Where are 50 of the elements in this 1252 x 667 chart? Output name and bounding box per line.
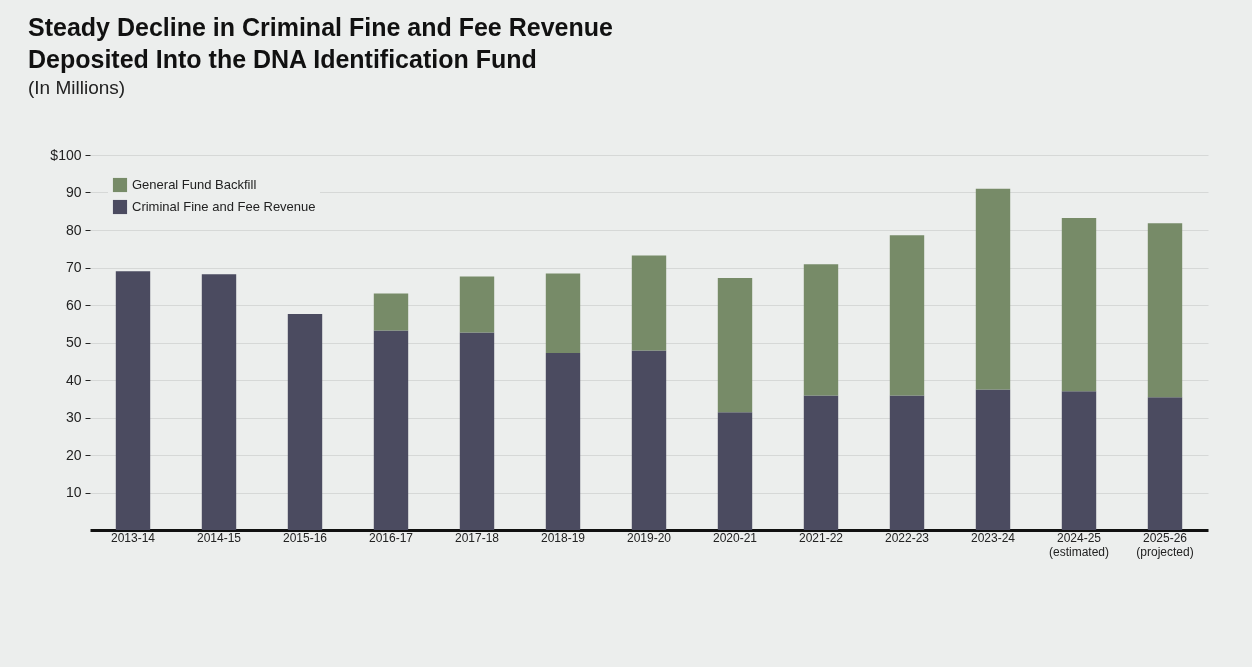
- x-tick-label: 2014-15: [196, 530, 242, 545]
- bar: [717, 412, 753, 530]
- bar: [373, 293, 409, 331]
- y-tick-label: 60: [65, 296, 82, 313]
- y-tick-label: 30: [65, 409, 82, 425]
- bar: [201, 274, 237, 530]
- bar: [1147, 223, 1183, 398]
- bar: [287, 314, 323, 530]
- bar: [115, 271, 151, 530]
- x-tick-label: 2017-18: [454, 530, 500, 545]
- x-tick-label: 2023-24: [970, 530, 1016, 545]
- y-tick-label: 10: [65, 484, 82, 500]
- x-tick-label: 2013-14: [110, 530, 156, 545]
- x-tick-label: 2015-16: [282, 530, 328, 545]
- bar: [545, 353, 581, 530]
- x-tick-label: 2016-17: [368, 530, 414, 545]
- bar: [373, 330, 409, 530]
- x-tick-label: 2021-22: [798, 530, 844, 545]
- bar: [889, 235, 925, 396]
- y-tick-label: 40: [65, 371, 82, 388]
- y-tick-label: 80: [65, 221, 82, 238]
- bar: [631, 350, 667, 530]
- bar: [1061, 391, 1097, 530]
- legend-label: Criminal Fine and Fee Revenue: [132, 199, 316, 214]
- x-tick-label: 2018-19: [540, 530, 586, 545]
- y-tick-label: 90: [65, 184, 82, 200]
- x-tick-label: 2025-26 (projected): [1136, 530, 1194, 559]
- bar: [803, 264, 839, 396]
- x-tick-label: 2024-25 (estimated): [1048, 530, 1110, 559]
- bar: [631, 255, 667, 351]
- x-tick-label: 2022-23: [884, 530, 930, 545]
- chart-subtitle: (In Millions): [28, 77, 126, 98]
- bar: [545, 273, 581, 353]
- bar: [717, 278, 753, 413]
- y-tick-label: $100: [50, 146, 82, 163]
- bar: [1147, 397, 1183, 530]
- x-tick-label: 2020-21: [712, 530, 758, 545]
- bar: [975, 188, 1011, 390]
- x-tick-label: 2019-20: [626, 530, 672, 545]
- legend-label: General Fund Backfill: [132, 177, 257, 192]
- y-tick-label: 70: [65, 259, 82, 275]
- bar: [889, 395, 925, 530]
- chart-title: Steady Decline in Criminal Fine and Fee Revenue Deposited Into the DNA Identification Fund: [28, 13, 613, 73]
- y-tick-label: 50: [65, 334, 82, 350]
- bar: [459, 276, 495, 333]
- bar: [975, 389, 1011, 530]
- bar: [459, 332, 495, 530]
- bar: [803, 395, 839, 530]
- bar: [1061, 218, 1097, 392]
- y-tick-label: 20: [65, 446, 82, 463]
